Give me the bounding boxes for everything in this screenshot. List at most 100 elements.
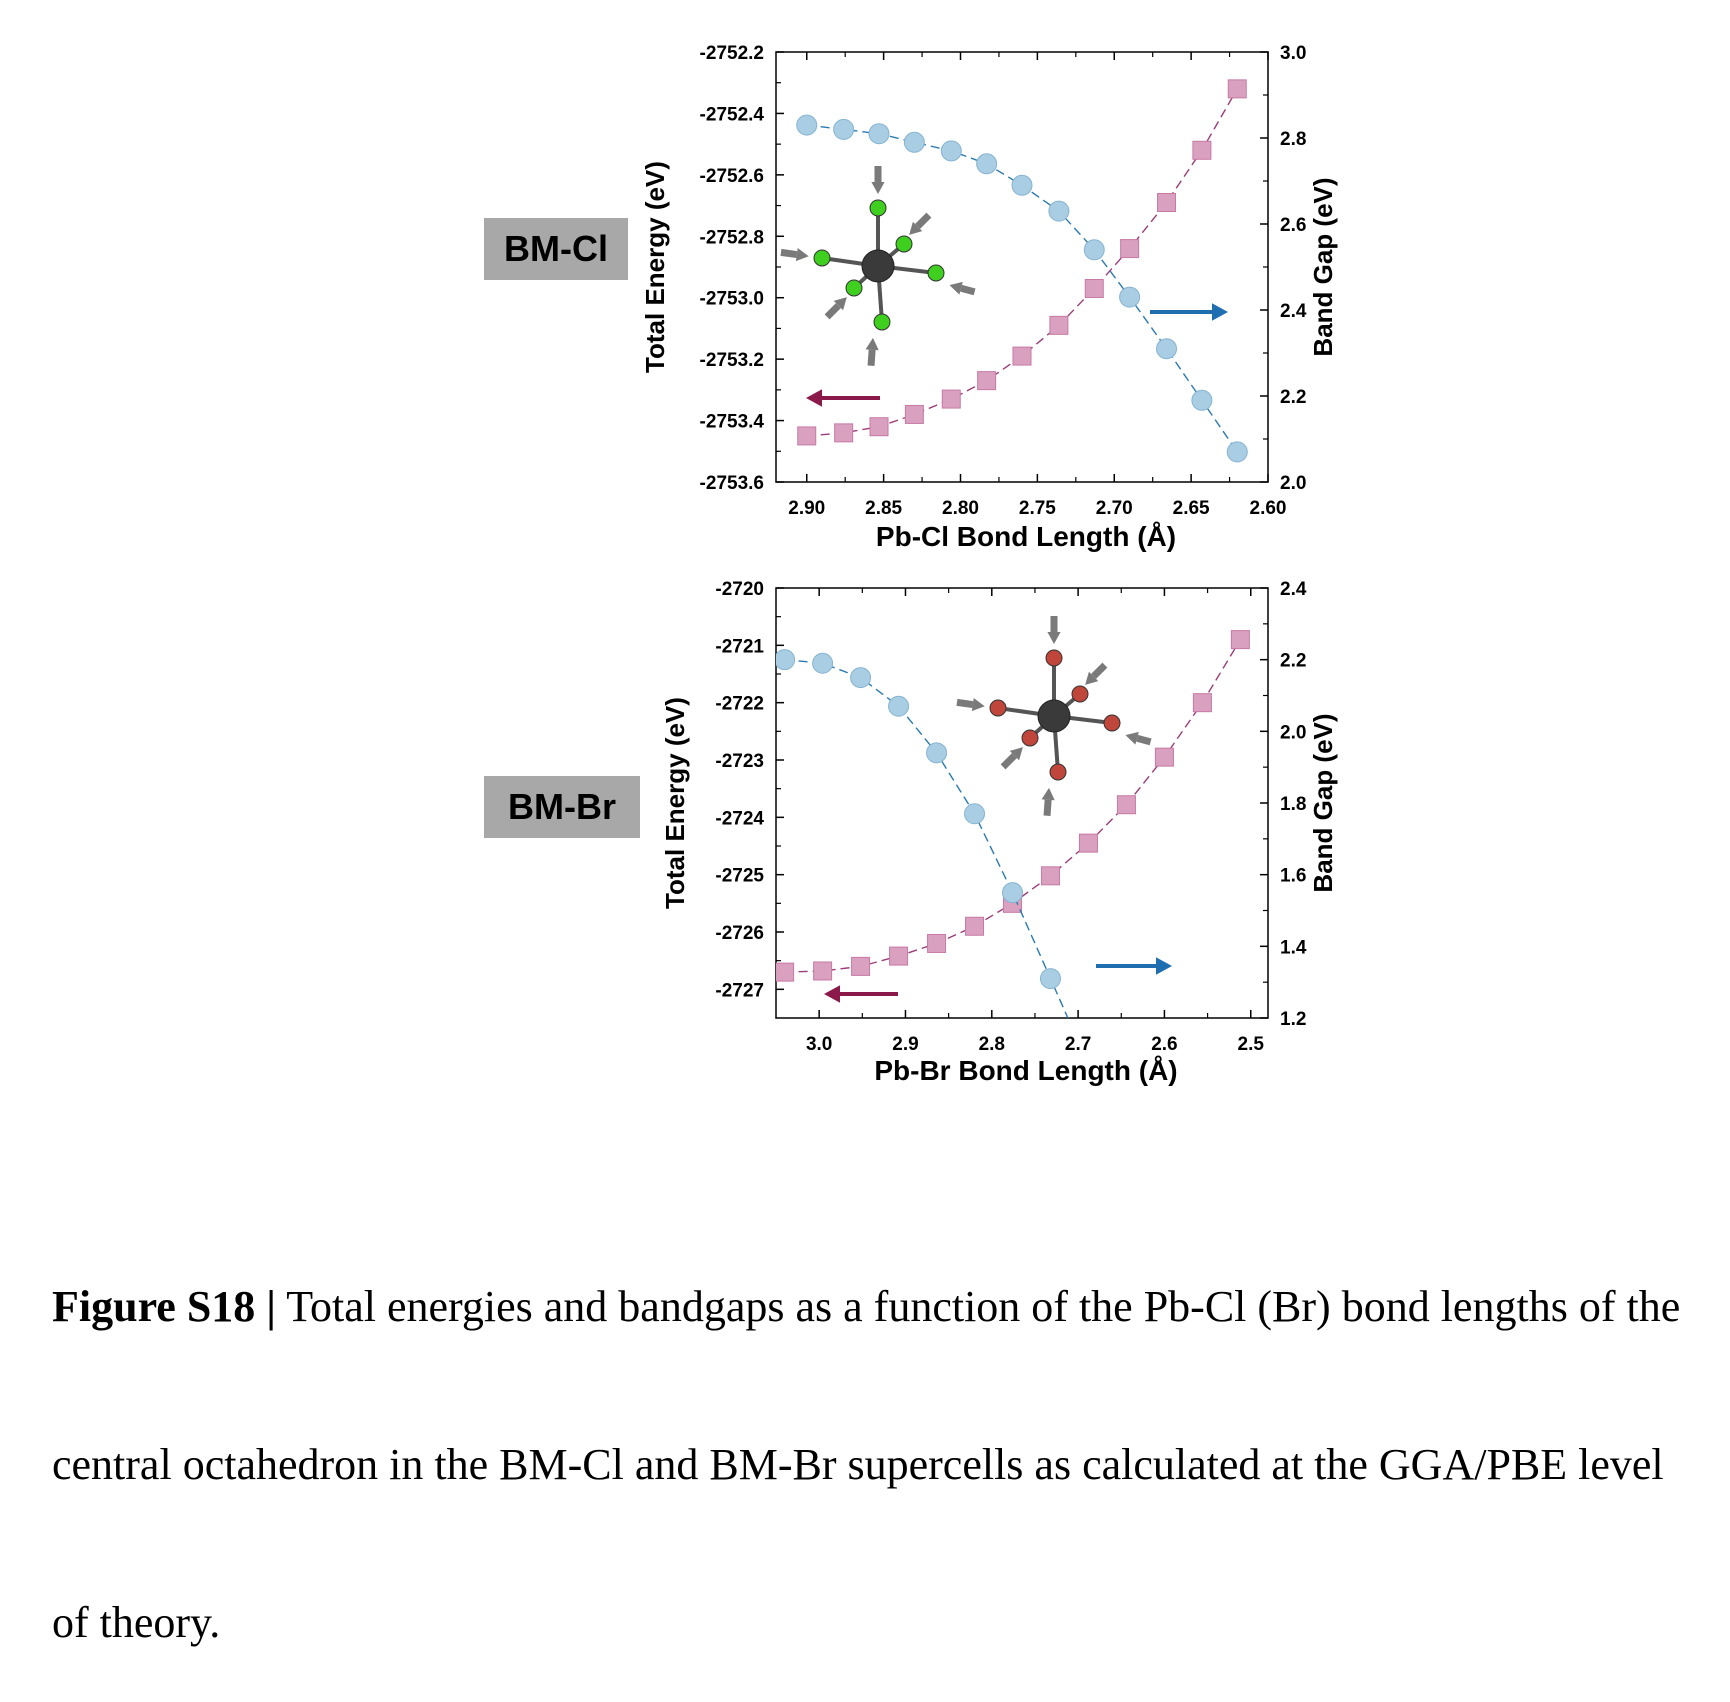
br-compression-arrow-5-shaft (1000, 753, 1017, 770)
cl-x-tick-label-3: 2.75 (1019, 498, 1056, 519)
br-y2-tick-label-2: 2.0 (1280, 722, 1306, 743)
figure-caption: Figure S18 | Total energies and bandgaps… (52, 1228, 1702, 1702)
br-y-tick-label-3: -2723 (715, 751, 764, 772)
cl-right-axis-arrow-head (1212, 303, 1228, 321)
cl-compression-arrow-2-head (795, 248, 809, 262)
cl-ligand-atom-2 (813, 249, 831, 267)
cl-bandgap-point-3 (903, 131, 925, 153)
cl-bandgap-point-4 (940, 140, 962, 162)
br-y-tick-label-0: -2720 (715, 579, 764, 600)
cl-energy-point-11 (1192, 140, 1212, 160)
br-compression-arrow-5-head (1009, 747, 1023, 761)
cl-compression-arrow-4-shaft (915, 212, 932, 229)
cl-y-tick-label-7: -2753.6 (700, 473, 764, 494)
br-y-tick-label-2: -2722 (715, 694, 764, 715)
cl-y2-tick-label-1: 2.8 (1280, 129, 1306, 150)
br-x-tick-label-2: 2.8 (979, 1034, 1005, 1055)
cl-series-line-1 (806, 124, 1238, 453)
br-y-tick-label-1: -2721 (715, 636, 764, 657)
br-right-axis-arrow-head (1156, 957, 1172, 975)
cl-compression-arrow-0-head (871, 182, 885, 194)
br-compression-arrow-2-head (971, 698, 985, 712)
cl-right-axis-arrow (1150, 303, 1228, 321)
cl-y-tick-label-3: -2752.8 (700, 227, 764, 248)
br-y2-tick-label-5: 1.4 (1280, 937, 1307, 958)
br-compression-arrow-0-head (1047, 632, 1061, 644)
cl-x-tick-label-0: 2.90 (788, 498, 825, 519)
cl-bandgap-point-7 (1048, 200, 1070, 222)
br-y2-tick-label-0: 2.4 (1280, 579, 1307, 600)
br-energy-point-12 (1230, 630, 1250, 650)
br-ligand-atom-0 (1045, 649, 1063, 667)
br-chart: 3.0 2.9 2.8 2.7 2.6 2.5 -2720 -2721 -2722 -2723 -2… (660, 579, 1338, 1086)
br-y-axis-label: Total Energy (eV) (660, 697, 690, 909)
br-plot-frame (775, 587, 1269, 1019)
br-octahedron-icon (989, 649, 1121, 781)
cl-energy-point-4 (941, 389, 961, 409)
br-y-tick-label-4: -2724 (715, 808, 764, 829)
cl-compression-arrow-5-shaft (824, 303, 841, 320)
cl-y-tick-label-2: -2752.6 (700, 166, 764, 187)
cl-compression-arrow-1-shaft (867, 349, 876, 367)
br-right-axis-arrow (1096, 957, 1172, 975)
br-y-tick-label-5: -2725 (715, 866, 764, 887)
br-y2-axis-label: Band Gap (eV) (1308, 713, 1338, 892)
cl-y-axis-label: Total Energy (eV) (640, 161, 670, 373)
cl-x-tick-label-2: 2.80 (942, 498, 979, 519)
cl-y2-tick-label-0: 3.0 (1280, 43, 1306, 64)
br-bandgap-point-2 (850, 667, 872, 689)
br-energy-point-8 (1078, 833, 1098, 853)
cl-left-axis-arrow-head (806, 389, 822, 407)
br-energy-point-4 (927, 933, 947, 953)
cl-energy-point-7 (1049, 315, 1069, 335)
br-compression-arrow-0 (1047, 616, 1061, 644)
br-energy-point-5 (965, 916, 985, 936)
br-x-tick-label-4: 2.6 (1151, 1034, 1177, 1055)
br-x-tick-label-0: 3.0 (806, 1034, 832, 1055)
br-ligand-atom-4 (1071, 685, 1089, 703)
br-energy-point-10 (1154, 747, 1174, 767)
cl-chart: 2.90 2.85 2.80 2.75 2.70 2.65 2.60 -2752.2 -2752… (640, 43, 1338, 552)
cl-series-band-gap (796, 114, 1248, 463)
br-x-tick-label-5: 2.5 (1238, 1034, 1265, 1055)
caption-text: Total energies and bandgaps as a functio… (52, 1282, 1681, 1647)
br-compression-arrow-3 (1125, 731, 1152, 746)
cl-compression-arrow-1 (865, 337, 879, 367)
cl-y2-tick-label-4: 2.2 (1280, 387, 1306, 408)
br-lead-atom (1037, 699, 1071, 733)
cl-compression-arrow-4 (909, 212, 932, 235)
br-compression-arrow-3-head (1125, 731, 1139, 745)
cl-compression-arrow-5 (824, 297, 847, 320)
cl-y2-axis-label: Band Gap (eV) (1308, 177, 1338, 356)
cl-energy-point-3 (904, 404, 924, 424)
cl-lead-atom (861, 249, 895, 283)
br-left-axis-arrow (824, 985, 898, 1003)
cl-compression-arrow-2 (780, 248, 809, 262)
br-bandgap-point-1 (812, 652, 834, 674)
br-ligand-atom-3 (1103, 714, 1121, 732)
cl-x-tick-label-4: 2.70 (1096, 498, 1133, 519)
cl-x-axis-label: Pb-Cl Bond Length (Å) (876, 521, 1176, 552)
cl-y-tick-label-1: -2752.4 (700, 104, 765, 125)
br-series-line-0 (784, 639, 1241, 973)
br-compression-arrow-5 (1000, 747, 1023, 770)
br-x-tick-label-1: 2.9 (892, 1034, 918, 1055)
cl-bandgap-point-1 (833, 118, 855, 140)
br-energy-point-0 (776, 962, 795, 982)
panel-label-bm-cl: BM-Cl (484, 218, 628, 280)
br-x-tick-label-3: 2.7 (1065, 1034, 1091, 1055)
cl-energy-point-2 (869, 417, 889, 437)
cl-compression-arrow-0 (871, 166, 885, 194)
br-y2-tick-label-6: 1.2 (1280, 1009, 1306, 1030)
cl-ligand-atom-1 (873, 313, 891, 331)
cl-ligand-atom-5 (845, 279, 863, 297)
cl-y-tick-label-0: -2752.2 (700, 43, 764, 64)
cl-compression-arrow-3-head (949, 281, 963, 295)
br-energy-point-3 (889, 946, 909, 966)
cl-x-tick-label-6: 2.60 (1250, 498, 1287, 519)
cl-y2-tick-label-3: 2.4 (1280, 301, 1307, 322)
br-bandgap-point-3 (888, 695, 910, 717)
cl-y-tick-label-6: -2753.4 (700, 412, 765, 433)
cl-energy-point-12 (1227, 79, 1247, 99)
br-y-tick-label-7: -2727 (715, 980, 764, 1001)
